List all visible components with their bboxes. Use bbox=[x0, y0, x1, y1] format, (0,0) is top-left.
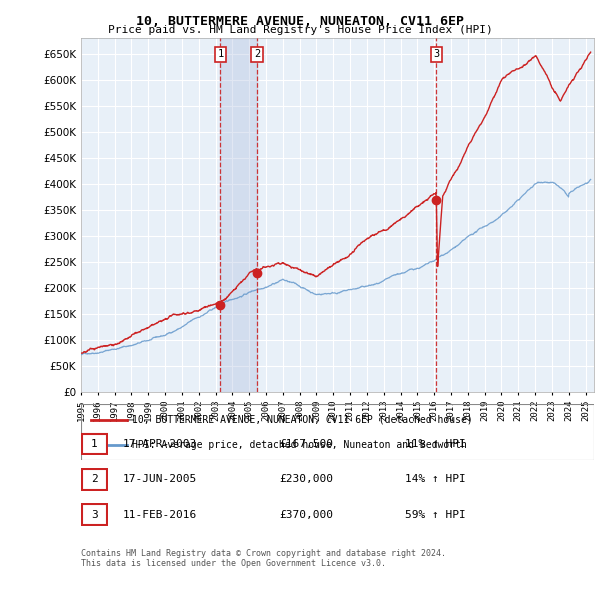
Text: 59% ↑ HPI: 59% ↑ HPI bbox=[405, 510, 466, 520]
Text: Contains HM Land Registry data © Crown copyright and database right 2024.: Contains HM Land Registry data © Crown c… bbox=[81, 549, 446, 558]
Text: 10, BUTTERMERE AVENUE, NUNEATON, CV11 6EP (detached house): 10, BUTTERMERE AVENUE, NUNEATON, CV11 6E… bbox=[133, 415, 473, 425]
Text: 17-APR-2003: 17-APR-2003 bbox=[123, 439, 197, 449]
Text: £370,000: £370,000 bbox=[279, 510, 333, 520]
Text: 1: 1 bbox=[91, 439, 98, 449]
Text: Price paid vs. HM Land Registry's House Price Index (HPI): Price paid vs. HM Land Registry's House … bbox=[107, 25, 493, 35]
Text: £230,000: £230,000 bbox=[279, 474, 333, 484]
Text: 3: 3 bbox=[433, 50, 439, 59]
Text: 10, BUTTERMERE AVENUE, NUNEATON, CV11 6EP: 10, BUTTERMERE AVENUE, NUNEATON, CV11 6E… bbox=[136, 15, 464, 28]
Text: 14% ↑ HPI: 14% ↑ HPI bbox=[405, 474, 466, 484]
Text: 11-FEB-2016: 11-FEB-2016 bbox=[123, 510, 197, 520]
Text: 2: 2 bbox=[254, 50, 260, 59]
Text: 3: 3 bbox=[91, 510, 98, 520]
Text: 1: 1 bbox=[217, 50, 224, 59]
Text: £167,500: £167,500 bbox=[279, 439, 333, 449]
Text: This data is licensed under the Open Government Licence v3.0.: This data is licensed under the Open Gov… bbox=[81, 559, 386, 568]
Text: 2: 2 bbox=[91, 474, 98, 484]
Text: 17-JUN-2005: 17-JUN-2005 bbox=[123, 474, 197, 484]
Bar bbox=[220, 38, 257, 392]
Text: 11% ↑ HPI: 11% ↑ HPI bbox=[405, 439, 466, 449]
Text: HPI: Average price, detached house, Nuneaton and Bedworth: HPI: Average price, detached house, Nune… bbox=[133, 440, 467, 450]
